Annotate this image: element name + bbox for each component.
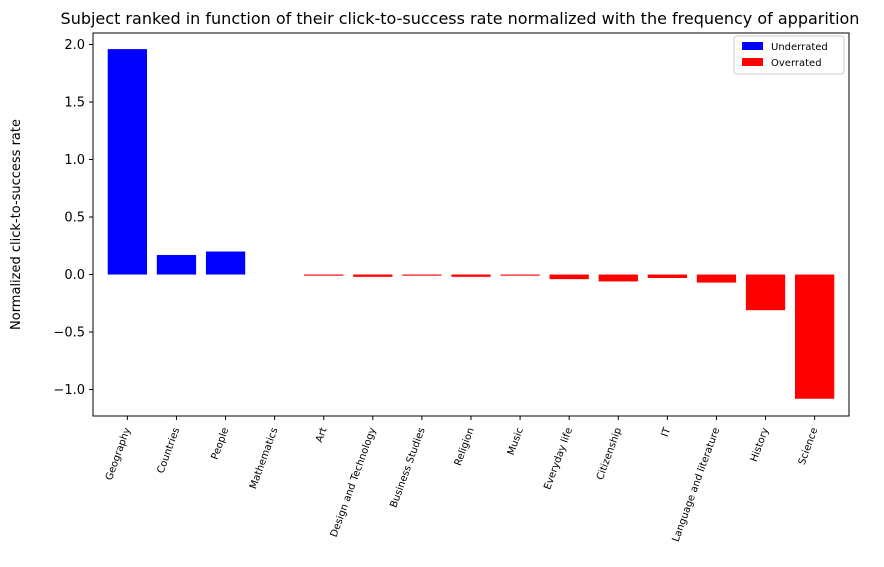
bar-music <box>500 274 540 276</box>
x-tick-label: History <box>749 426 772 463</box>
y-tick-label: 1.5 <box>64 96 85 111</box>
x-tick-label: Countries <box>156 426 183 475</box>
bar-art <box>304 274 344 276</box>
bar-language-and-literature <box>696 274 737 283</box>
x-tick-label: Art <box>314 426 329 444</box>
x-tick-label: Language and literature <box>671 426 723 543</box>
bar-history <box>745 274 786 311</box>
y-axis-label: Normalized click-to-success rate <box>9 119 24 330</box>
y-tick-label: −1.0 <box>53 383 85 398</box>
x-tick-label: Business Studies <box>389 426 428 509</box>
y-tick-label: 1.0 <box>64 153 85 168</box>
y-tick-label: 0.5 <box>64 211 85 226</box>
y-tick-label: 0.0 <box>64 268 85 283</box>
legend: Underrated Overrated <box>733 35 845 75</box>
bar-citizenship <box>598 274 638 282</box>
chart-title: Subject ranked in function of their clic… <box>61 9 860 28</box>
y-tick-label: 2.0 <box>64 38 85 53</box>
bar-religion <box>451 274 491 277</box>
bars-group <box>107 49 835 399</box>
legend-swatch <box>742 58 763 66</box>
x-tick-label: People <box>210 426 232 461</box>
x-tick-label: IT <box>660 425 674 438</box>
x-tick-label: Design and Technology <box>329 426 379 539</box>
y-tick-label: −0.5 <box>53 326 85 341</box>
x-tick-label: Science <box>797 426 821 466</box>
bar-science <box>795 274 835 399</box>
bar-business-studies <box>402 274 442 276</box>
x-tick-label: Everyday life <box>542 426 575 491</box>
bar-it <box>647 274 687 278</box>
x-tick-label: Religion <box>453 426 477 467</box>
x-tick-label: Mathematics <box>248 426 280 490</box>
x-tick-label: Music <box>506 426 526 456</box>
legend-swatch <box>742 42 763 50</box>
legend-label: Underrated <box>771 42 828 53</box>
bar-geography <box>107 49 147 275</box>
x-tick-label: Citizenship <box>595 426 624 481</box>
bar-everyday-life <box>549 274 589 280</box>
bar-people <box>205 251 246 275</box>
plot-frame <box>92 32 850 417</box>
legend-label: Overrated <box>771 58 822 69</box>
bar-design-and-technology <box>353 274 393 277</box>
x-axis-ticks: Geography Countries People Mathematics Art De… <box>104 416 820 543</box>
x-tick-label: Geography <box>104 426 133 482</box>
bar-countries <box>156 254 197 275</box>
y-axis-ticks: 2.0 1.5 1.0 0.5 0.0 −0.5 −1.0 <box>53 38 93 398</box>
